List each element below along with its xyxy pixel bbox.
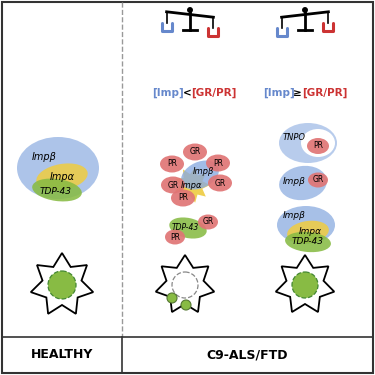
Circle shape <box>167 293 177 303</box>
Ellipse shape <box>308 172 328 188</box>
Polygon shape <box>175 167 210 203</box>
Ellipse shape <box>169 217 207 238</box>
Ellipse shape <box>161 177 185 194</box>
Text: GR: GR <box>167 180 178 189</box>
Ellipse shape <box>36 164 88 190</box>
Ellipse shape <box>279 166 327 200</box>
Text: PR: PR <box>213 159 223 168</box>
Text: TDP-43: TDP-43 <box>171 224 199 232</box>
Ellipse shape <box>171 189 195 207</box>
Ellipse shape <box>198 214 218 230</box>
Ellipse shape <box>208 174 232 192</box>
Text: [GR/PR]: [GR/PR] <box>191 88 236 98</box>
Text: Impα: Impα <box>298 226 321 236</box>
Circle shape <box>188 8 192 12</box>
Ellipse shape <box>206 154 230 171</box>
Ellipse shape <box>165 230 185 244</box>
Text: PR: PR <box>313 141 323 150</box>
Text: Impβ: Impβ <box>283 177 305 186</box>
Text: TDP-43: TDP-43 <box>40 186 72 195</box>
Circle shape <box>181 300 191 310</box>
Text: <: < <box>183 88 195 98</box>
Text: Impβ: Impβ <box>283 210 305 219</box>
Text: [GR/PR]: [GR/PR] <box>302 88 347 98</box>
Text: GR: GR <box>312 176 324 184</box>
Text: PR: PR <box>170 232 180 242</box>
Text: Impβ: Impβ <box>32 152 56 162</box>
Ellipse shape <box>277 206 335 244</box>
Text: PR: PR <box>167 159 177 168</box>
Text: GR: GR <box>189 147 201 156</box>
Text: GR: GR <box>202 217 214 226</box>
Ellipse shape <box>279 123 337 163</box>
Ellipse shape <box>32 178 82 201</box>
Text: [Imp]: [Imp] <box>263 88 295 98</box>
Circle shape <box>48 271 76 299</box>
Ellipse shape <box>301 129 335 157</box>
Text: Impα: Impα <box>181 182 203 190</box>
Text: TNPO: TNPO <box>282 132 306 141</box>
Text: GR: GR <box>214 178 226 188</box>
Text: [Imp]: [Imp] <box>152 88 184 98</box>
Ellipse shape <box>160 156 184 172</box>
Ellipse shape <box>307 138 329 154</box>
Ellipse shape <box>183 144 207 160</box>
Text: C9-ALS/FTD: C9-ALS/FTD <box>206 348 288 361</box>
Text: TDP-43: TDP-43 <box>292 237 324 246</box>
Ellipse shape <box>181 160 219 189</box>
Text: HEALTHY: HEALTHY <box>31 348 93 361</box>
Ellipse shape <box>17 137 99 199</box>
Text: ≥: ≥ <box>293 88 305 98</box>
Circle shape <box>303 8 307 12</box>
Text: Impα: Impα <box>50 172 75 182</box>
Text: PR: PR <box>178 194 188 202</box>
Text: Impβ: Impβ <box>192 168 214 177</box>
Ellipse shape <box>287 221 329 243</box>
Circle shape <box>292 272 318 298</box>
Ellipse shape <box>285 232 331 252</box>
